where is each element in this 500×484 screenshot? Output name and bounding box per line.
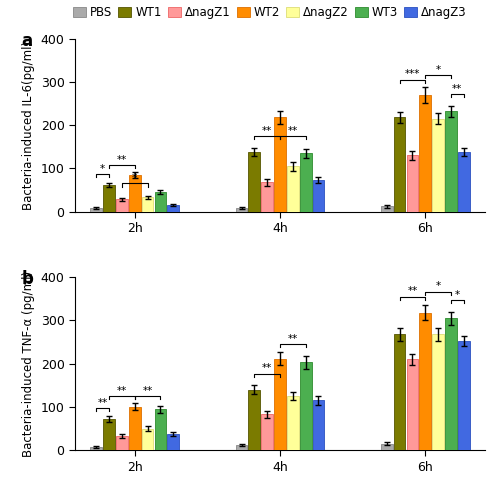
Bar (116, 199, 128, 212)
Bar (287, 166, 298, 212)
Bar (458, 152, 469, 212)
Text: **: ** (98, 398, 108, 408)
Bar (274, 117, 286, 212)
Y-axis label: Bacteria-induced TNF-α (pg/ml): Bacteria-induced TNF-α (pg/ml) (22, 271, 35, 457)
Text: *: * (100, 164, 105, 174)
Bar (312, 400, 324, 450)
Bar (406, 359, 418, 450)
Bar (432, 334, 444, 450)
Text: **: ** (117, 386, 127, 396)
Text: *: * (436, 65, 440, 75)
Bar (236, 445, 248, 450)
Text: *: * (436, 281, 440, 291)
Bar (129, 407, 140, 450)
Bar (445, 111, 456, 212)
Text: **: ** (142, 386, 152, 396)
Bar (312, 180, 324, 212)
Text: **: ** (288, 125, 298, 136)
Text: *: * (132, 173, 138, 183)
Bar (168, 434, 179, 450)
Bar (154, 192, 166, 212)
Bar (104, 185, 115, 212)
Bar (104, 419, 115, 450)
Bar (420, 313, 431, 450)
Text: *: * (454, 290, 460, 300)
Bar (394, 117, 406, 212)
Text: **: ** (262, 125, 272, 136)
Bar (248, 152, 260, 212)
Bar (262, 182, 273, 212)
Bar (142, 197, 154, 212)
Bar (154, 409, 166, 450)
Bar (129, 175, 140, 212)
Bar (420, 95, 431, 212)
Bar (90, 447, 102, 450)
Bar (300, 153, 312, 212)
Bar (406, 155, 418, 212)
Text: a: a (22, 32, 33, 50)
Bar (248, 390, 260, 450)
Text: **: ** (288, 334, 298, 344)
Bar (142, 428, 154, 450)
Legend: PBS, WT1, ΔnagZ1, WT2, ΔnagZ2, WT3, ΔnagZ3: PBS, WT1, ΔnagZ1, WT2, ΔnagZ2, WT3, Δnag… (68, 1, 471, 24)
Text: ***: *** (404, 69, 420, 79)
Bar (381, 206, 392, 212)
Bar (432, 119, 444, 212)
Text: **: ** (117, 155, 127, 165)
Bar (274, 359, 286, 450)
Bar (445, 318, 456, 450)
Bar (116, 436, 128, 450)
Bar (236, 208, 248, 212)
Text: **: ** (408, 286, 418, 296)
Text: **: ** (452, 84, 462, 93)
Bar (287, 396, 298, 450)
Y-axis label: Bacteria-induced IL-6(pg/ml): Bacteria-induced IL-6(pg/ml) (22, 41, 35, 210)
Bar (394, 334, 406, 450)
Bar (458, 341, 469, 450)
Text: b: b (22, 271, 34, 288)
Bar (300, 363, 312, 450)
Text: **: ** (262, 363, 272, 373)
Bar (381, 444, 392, 450)
Bar (168, 205, 179, 212)
Bar (90, 208, 102, 212)
Bar (262, 414, 273, 450)
